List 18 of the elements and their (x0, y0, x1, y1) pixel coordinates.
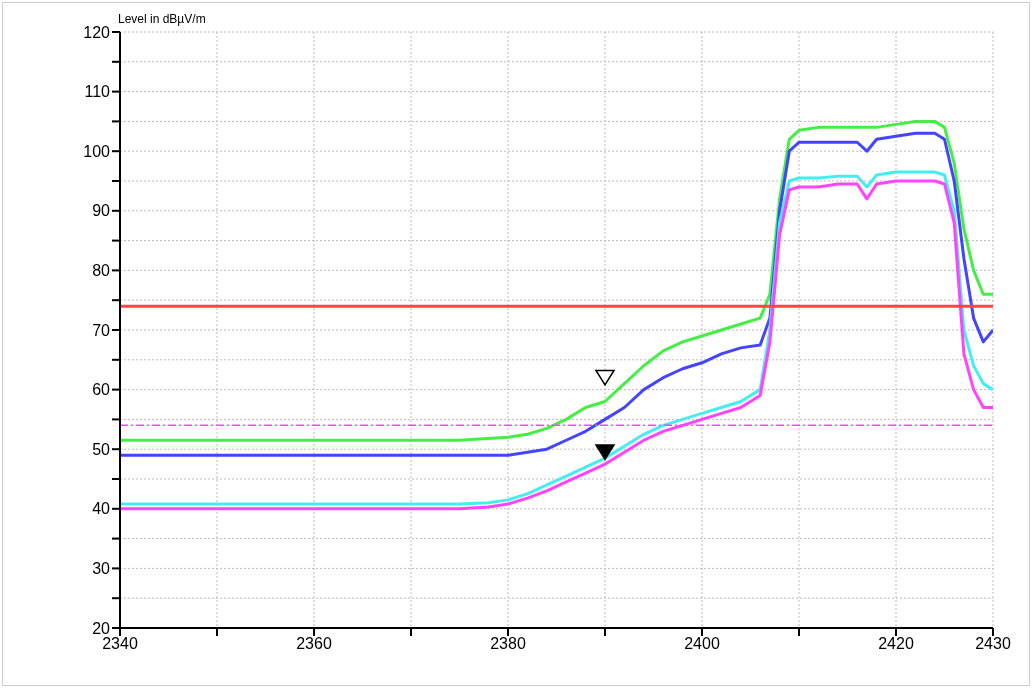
x-tick-label: 2360 (296, 635, 332, 653)
x-tick-label: 2340 (102, 635, 138, 653)
x-tick-label: 2420 (878, 635, 914, 653)
y-axis-title: Level in dBµV/m (118, 12, 206, 26)
y-tick-label: 90 (92, 202, 111, 220)
y-tick-label: 30 (92, 560, 111, 578)
y-tick-label: 80 (92, 262, 111, 280)
x-tick-label: 2400 (684, 635, 720, 653)
x-tick-label: 2430 (975, 635, 1011, 653)
y-tick-label: 70 (92, 321, 111, 339)
x-tick-label: 2380 (490, 635, 526, 653)
y-tick-label: 110 (84, 83, 111, 101)
y-tick-label: 60 (92, 381, 111, 399)
y-tick-label: 20 (92, 619, 111, 637)
y-tick-label: 50 (92, 440, 111, 458)
y-tick-label: 40 (92, 500, 111, 518)
y-tick-label: 100 (83, 142, 111, 160)
y-tick-label: 120 (83, 23, 111, 41)
